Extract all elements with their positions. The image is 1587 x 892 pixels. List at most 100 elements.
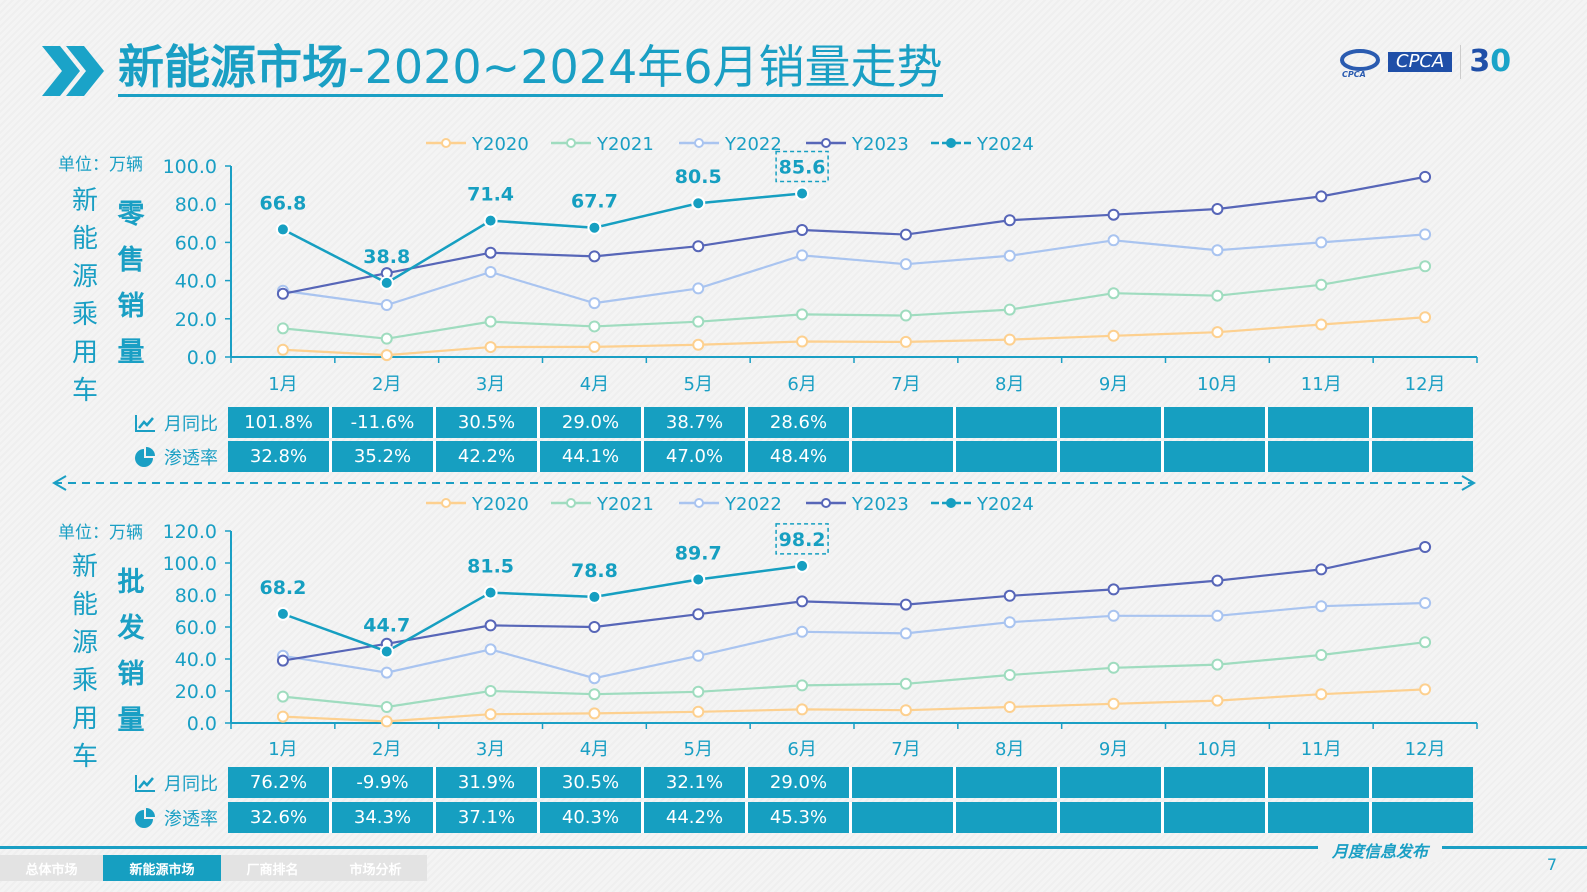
data-label: 44.7 [363, 614, 410, 636]
table-cell [1268, 407, 1369, 438]
data-point-Y2022 [588, 672, 601, 685]
table-cell [956, 407, 1057, 438]
data-label: 67.7 [571, 191, 618, 213]
tab-nev-market[interactable]: 新能源市场 [103, 855, 221, 881]
data-point-Y2021 [796, 308, 809, 321]
data-point-Y2023 [484, 619, 497, 632]
legend-item-Y2024: Y2024 [931, 494, 1034, 515]
data-point-Y2022 [1211, 244, 1224, 257]
table-cell [852, 441, 953, 472]
chart-title: 零售销量 [117, 199, 145, 368]
tab-market-analysis[interactable]: 市场分析 [349, 862, 402, 878]
data-point-Y2023 [1419, 541, 1432, 553]
data-point-Y2023 [588, 250, 601, 263]
data-point-Y2020 [588, 340, 601, 353]
data-point-Y2024 [795, 558, 810, 573]
table-row: 76.2% -9.9% 31.9% 30.5% 32.1% 29.0% [228, 767, 1473, 798]
table-cell [1060, 407, 1161, 438]
svg-text:Y2021: Y2021 [596, 494, 654, 515]
data-label: 81.5 [467, 556, 514, 578]
data-point-Y2022 [1419, 228, 1432, 241]
data-point-Y2020 [1419, 311, 1432, 324]
footer-label: 月度信息发布 [1317, 838, 1442, 862]
data-point-Y2024 [483, 213, 498, 228]
table-row: 32.6% 34.3% 37.1% 40.3% 44.2% 45.3% [228, 802, 1473, 833]
data-point-Y2020 [380, 715, 393, 728]
tab-overall-market[interactable]: 总体市场 [25, 862, 78, 878]
data-point-Y2022 [692, 282, 705, 295]
data-point-Y2021 [380, 332, 393, 345]
data-point-Y2020 [796, 335, 809, 348]
data-point-Y2022 [1419, 597, 1432, 609]
data-point-Y2021 [1107, 661, 1120, 674]
x-tick-label: 2月 [372, 739, 401, 760]
table-cell: 32.8% [228, 441, 329, 472]
data-point-Y2022 [380, 299, 393, 312]
table-cell [1060, 441, 1161, 472]
chart-0: 0.0 20.0 40.0 60.0 80.0 100.0 1月 2月 3月 4月 5月 6月 7月 8月… [163, 134, 1478, 395]
data-point-Y2020 [380, 349, 393, 362]
cpca-logo: CPCA CPCA 30 [1340, 44, 1512, 79]
y-tick-label: 100.0 [163, 156, 217, 178]
y-tick-label: 60.0 [175, 617, 217, 639]
data-label: 80.5 [675, 166, 722, 188]
data-label: 66.8 [259, 192, 306, 214]
side-label: 新能源乘用车 [71, 552, 98, 772]
data-point-Y2022 [1315, 236, 1328, 249]
table-cell [1372, 441, 1473, 472]
data-point-Y2023 [1315, 190, 1328, 203]
x-tick-label: 10月 [1197, 374, 1238, 395]
table-cell [1164, 441, 1265, 472]
data-point-Y2023 [1211, 202, 1224, 215]
y-tick-label: 0.0 [187, 713, 217, 735]
data-point-Y2021 [899, 309, 912, 322]
series-line-Y2022 [282, 601, 1426, 680]
data-point-Y2023 [588, 621, 601, 633]
data-point-Y2022 [1107, 234, 1120, 247]
table-cell: 101.8% [228, 407, 329, 438]
table-row-label: 月同比 [134, 410, 218, 436]
table-cell: 35.2% [332, 441, 433, 472]
data-point-Y2023 [692, 608, 705, 621]
table-cell [1268, 767, 1369, 798]
x-tick-label: 1月 [268, 739, 297, 760]
table-cell: 29.0% [540, 407, 641, 438]
svg-text:Y2023: Y2023 [851, 134, 909, 155]
data-point-Y2024 [275, 606, 290, 621]
page-number: 7 [1546, 855, 1557, 874]
chart-title: 批发销量 [117, 567, 145, 736]
data-point-Y2020 [484, 341, 497, 354]
series-line-Y2020 [282, 316, 1426, 357]
table-cell: 47.0% [644, 441, 745, 472]
footer-divider [0, 846, 1587, 849]
data-point-Y2021 [1315, 278, 1328, 291]
data-point-Y2022 [692, 649, 705, 662]
data-point-Y2020 [899, 335, 912, 348]
footer-tabs: 总体市场 新能源市场 厂商排名 市场分析 [0, 855, 427, 881]
legend-item-Y2023: Y2023 [806, 494, 909, 515]
data-point-Y2022 [1107, 609, 1120, 622]
data-point-Y2023 [899, 598, 912, 611]
x-tick-label: 11月 [1301, 739, 1342, 760]
table-row-label: 渗透率 [134, 444, 218, 470]
data-point-Y2021 [588, 688, 601, 701]
tab-maker-ranking[interactable]: 厂商排名 [246, 862, 299, 878]
unit-label: 单位：万辆 [58, 523, 143, 543]
table-cell [852, 802, 953, 833]
table-cell: 44.1% [540, 441, 641, 472]
table-cell: 42.2% [436, 441, 537, 472]
table-cell [1060, 767, 1161, 798]
table-cell: 30.5% [540, 767, 641, 798]
data-label: 38.8 [363, 246, 410, 268]
data-point-Y2021 [588, 320, 601, 333]
x-tick-label: 12月 [1405, 374, 1446, 395]
data-point-Y2022 [1315, 600, 1328, 613]
data-point-Y2020 [276, 710, 289, 723]
unit-label: 单位：万辆 [58, 155, 143, 175]
svg-text:CPCA: CPCA [1342, 70, 1366, 78]
y-tick-label: 120.0 [163, 521, 217, 543]
y-tick-label: 20.0 [175, 309, 217, 331]
x-tick-label: 6月 [787, 374, 816, 395]
data-point-Y2023 [276, 654, 289, 667]
series-line-Y2023 [282, 545, 1426, 662]
